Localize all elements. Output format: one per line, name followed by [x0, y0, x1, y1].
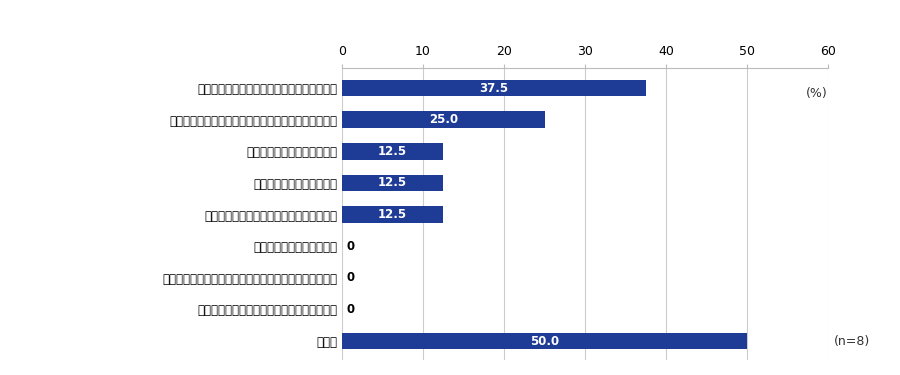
- Bar: [342, 206, 443, 223]
- Text: 37.5: 37.5: [480, 81, 508, 94]
- Text: 0: 0: [346, 303, 355, 316]
- Bar: [342, 333, 747, 349]
- Bar: [342, 175, 443, 191]
- Text: 0: 0: [346, 271, 355, 284]
- Bar: [342, 111, 544, 128]
- Text: 0: 0: [346, 240, 355, 253]
- Bar: [342, 80, 646, 96]
- Text: 12.5: 12.5: [378, 176, 407, 189]
- Text: 50.0: 50.0: [530, 334, 559, 348]
- Text: 12.5: 12.5: [378, 145, 407, 158]
- Text: (n=8): (n=8): [833, 334, 869, 348]
- Text: 12.5: 12.5: [378, 208, 407, 221]
- Text: 25.0: 25.0: [428, 113, 458, 126]
- Bar: [342, 143, 443, 159]
- Text: (%): (%): [806, 87, 828, 100]
